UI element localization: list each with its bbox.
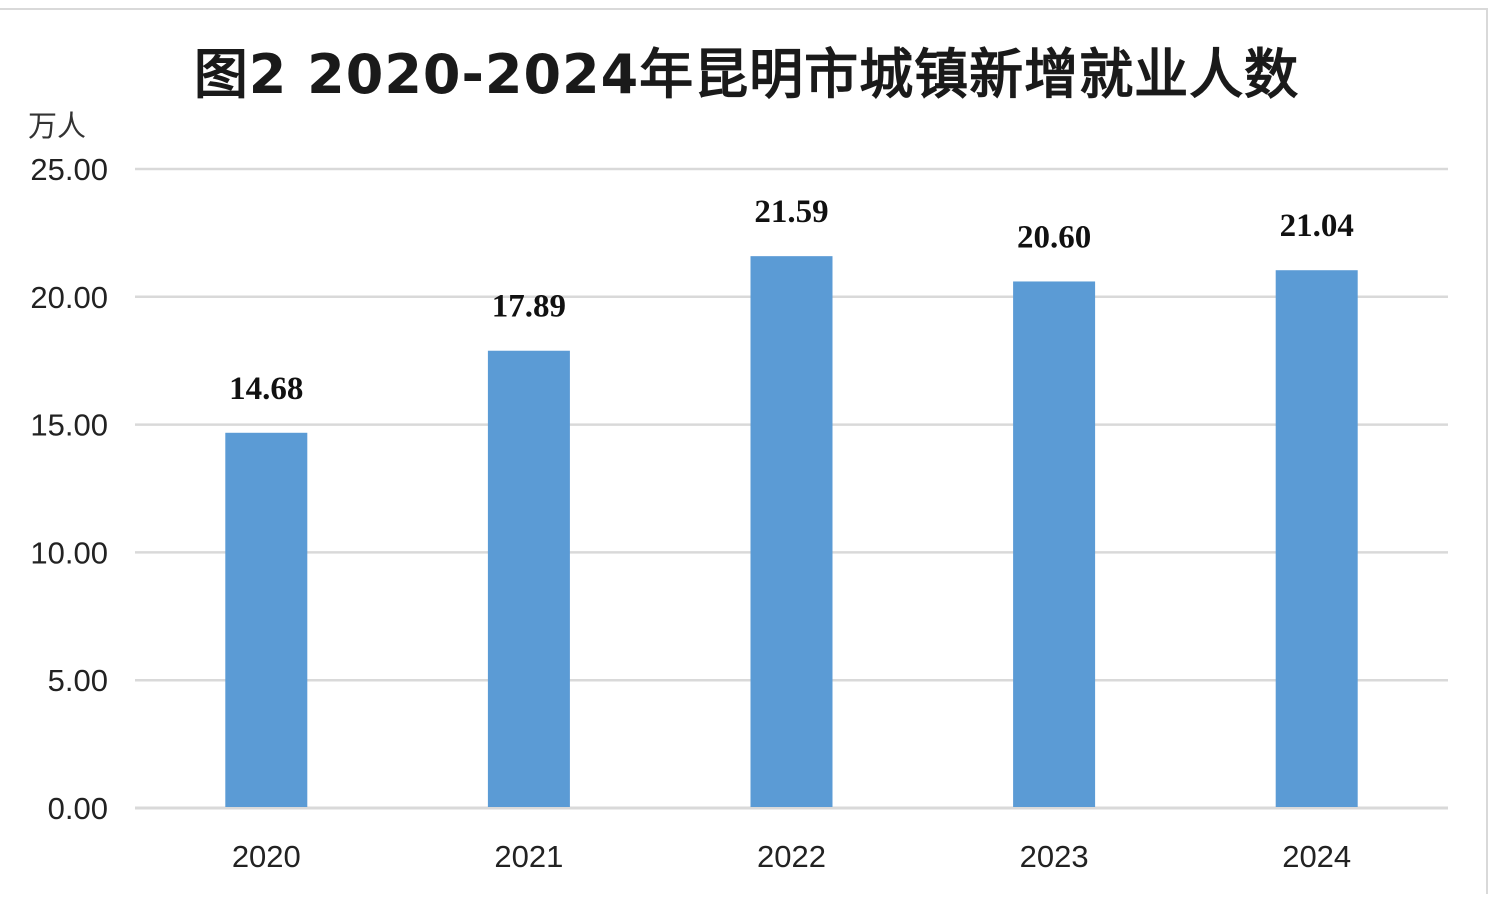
- y-axis-ticks: 0.00 5.00 10.00 15.00 20.00 25.00: [30, 152, 108, 826]
- x-category-label-2022: 2022: [757, 839, 826, 874]
- y-tick-label-1: 5.00: [48, 663, 108, 698]
- bar-2020: [225, 432, 308, 807]
- y-axis-unit-label: 万人: [28, 109, 86, 143]
- data-label-2021: 17.89: [492, 289, 566, 325]
- bar-2021: [487, 350, 570, 807]
- bars: [225, 256, 1358, 807]
- data-label-2020: 14.68: [229, 371, 303, 407]
- x-category-label-2024: 2024: [1282, 839, 1351, 874]
- x-category-label-2023: 2023: [1020, 839, 1089, 874]
- bar-2023: [1013, 281, 1096, 807]
- data-label-2023: 20.60: [1017, 219, 1091, 255]
- x-category-label-2020: 2020: [232, 839, 301, 874]
- y-tick-label-3: 15.00: [30, 408, 108, 443]
- bar-2022: [750, 256, 833, 807]
- chart-title: 图2 2020-2024年昆明市城镇新增就业人数: [193, 43, 1300, 106]
- data-labels: 14.68 17.89 21.59 20.60 21.04: [229, 194, 1354, 407]
- x-category-label-2021: 2021: [494, 839, 563, 874]
- y-tick-label-5: 25.00: [30, 152, 108, 187]
- bar-2024: [1275, 270, 1358, 807]
- y-tick-label-2: 10.00: [30, 535, 108, 570]
- data-label-2024: 21.04: [1280, 208, 1354, 244]
- data-label-2022: 21.59: [754, 194, 828, 230]
- chart-frame: [0, 8, 1488, 894]
- x-axis-categories: 2020 2021 2022 2023 2024: [232, 839, 1351, 874]
- y-tick-label-4: 20.00: [30, 280, 108, 315]
- y-tick-label-0: 0.00: [48, 791, 108, 826]
